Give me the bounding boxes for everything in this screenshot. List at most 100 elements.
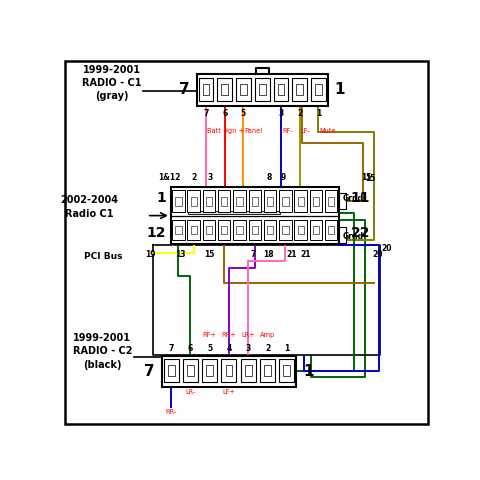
Text: 21: 21 [286,250,297,259]
Bar [279,359,294,382]
Bar [314,84,321,95]
Text: 8: 8 [266,173,272,182]
Bar [163,359,178,382]
Text: RF-: RF- [281,128,292,134]
Text: 9: 9 [280,173,286,182]
Text: 22: 22 [350,226,370,240]
Text: PCI Bus: PCI Bus [84,252,122,261]
Text: 15: 15 [360,173,371,182]
Bar [172,220,184,240]
Bar [217,78,231,101]
Bar [221,359,236,382]
Text: 1: 1 [284,344,289,353]
Bar [338,227,345,243]
Text: 1: 1 [302,364,313,379]
Bar [175,197,181,205]
Text: 2: 2 [192,173,197,182]
Text: LF-: LF- [300,128,310,134]
Text: 18: 18 [263,250,273,259]
Bar [327,197,334,205]
Text: 1999-2001
RADIO - C2
(black): 1999-2001 RADIO - C2 (black) [72,333,132,370]
Bar [217,220,230,240]
Text: 5: 5 [207,344,212,353]
Text: 1: 1 [156,192,166,205]
Bar [277,84,284,95]
Bar [221,226,227,234]
Bar [202,359,217,382]
Bar [187,220,200,240]
Bar [324,191,337,212]
Bar [240,359,255,382]
Text: 5: 5 [240,109,246,119]
Bar [297,226,303,234]
Bar [282,226,288,234]
Bar [248,220,261,240]
Text: 7: 7 [250,250,255,259]
Text: 11: 11 [350,192,370,205]
Text: 19: 19 [145,250,156,259]
Bar [312,197,318,205]
Bar [240,84,246,95]
Bar [221,84,228,95]
Text: 15: 15 [364,174,375,183]
Bar [251,226,257,234]
Bar [202,191,215,212]
Text: 1999-2001
RADIO - C1
(gray): 1999-2001 RADIO - C1 (gray) [82,64,141,101]
Text: 6: 6 [222,109,227,119]
Text: 13: 13 [175,250,185,259]
Bar [244,365,251,376]
Bar [198,78,213,101]
Text: 7: 7 [168,344,173,353]
Text: RF+: RF+ [203,332,216,338]
Bar [182,359,197,382]
Bar [196,74,327,106]
Bar [282,197,288,205]
Bar [324,220,337,240]
Text: LR-: LR- [185,389,195,395]
Bar [172,191,184,212]
Bar [258,84,265,95]
Bar [187,191,200,212]
Text: 1: 1 [315,109,321,119]
Bar [338,192,345,209]
Bar [264,191,276,212]
Text: RR-: RR- [165,409,177,415]
Bar [236,226,242,234]
Bar [273,78,288,101]
Bar [190,226,196,234]
Text: 20: 20 [381,244,391,253]
Bar [190,197,196,205]
Text: 15: 15 [204,250,214,259]
Bar [217,191,230,212]
Text: RR+: RR+ [221,332,236,338]
Bar [236,78,250,101]
Bar [297,197,303,205]
Text: Ign +: Ign + [226,128,243,134]
Bar [311,78,325,101]
Text: 20: 20 [372,250,382,259]
Bar [202,84,209,95]
Bar [236,197,242,205]
Text: 6: 6 [187,344,192,353]
Bar [233,191,245,212]
Bar [221,197,227,205]
Bar [206,365,213,376]
Text: 7: 7 [179,83,190,97]
Text: 4: 4 [226,344,231,353]
Bar [278,220,291,240]
Bar [294,191,306,212]
Bar [248,191,261,212]
Bar [168,365,174,376]
Bar [296,84,302,95]
Bar [233,220,245,240]
Text: 7: 7 [144,364,155,379]
Text: 7: 7 [203,109,208,119]
Text: 21: 21 [300,250,310,259]
Text: 12: 12 [146,226,166,240]
Bar [205,226,212,234]
Text: LR+: LR+ [241,332,254,338]
Text: 2002-2004
Radio C1: 2002-2004 Radio C1 [60,195,118,218]
Bar [327,226,334,234]
Bar [312,226,318,234]
Bar [264,220,276,240]
